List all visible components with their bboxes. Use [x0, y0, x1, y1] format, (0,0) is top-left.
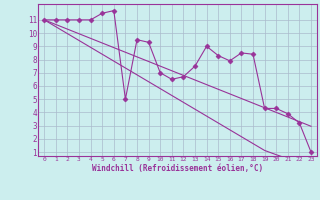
X-axis label: Windchill (Refroidissement éolien,°C): Windchill (Refroidissement éolien,°C)	[92, 164, 263, 173]
